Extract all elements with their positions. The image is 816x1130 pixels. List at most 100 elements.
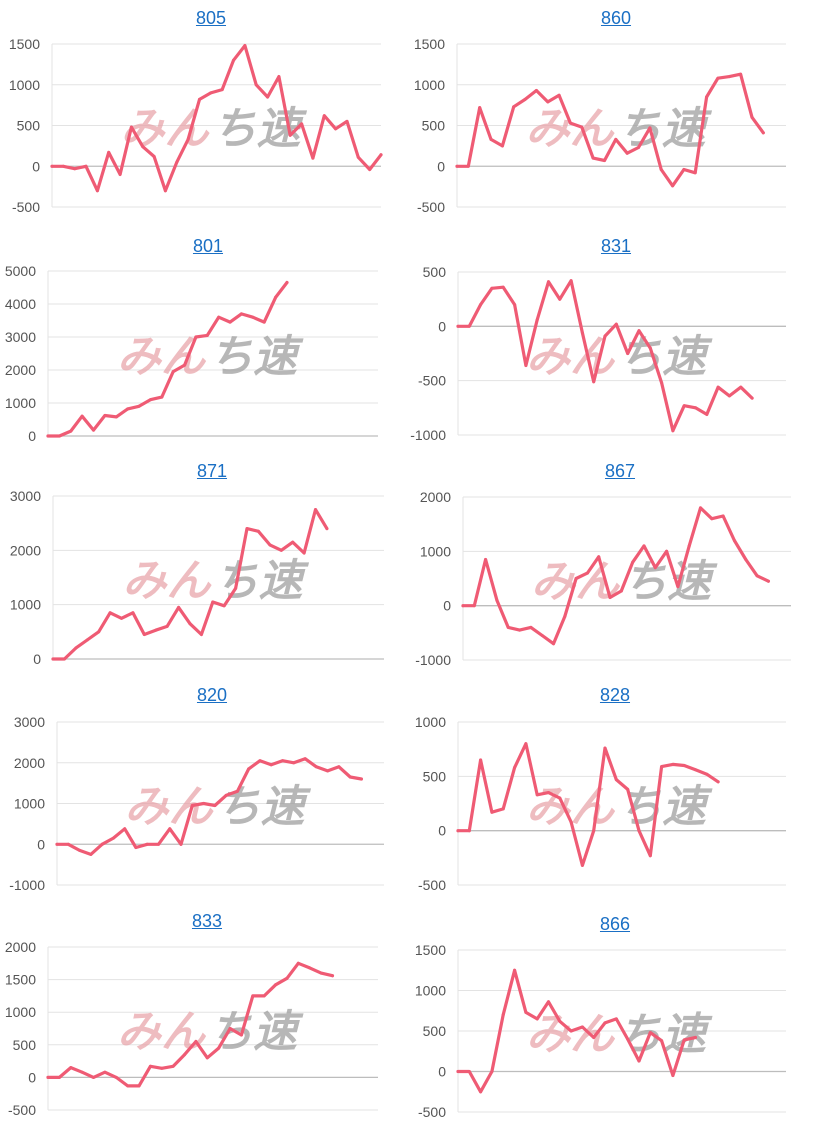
- data-point: [625, 151, 629, 155]
- data-point: [51, 657, 55, 661]
- data-point: [665, 549, 669, 553]
- y-tick-label: 0: [443, 598, 451, 614]
- data-point: [484, 558, 488, 561]
- y-tick-label: -500: [418, 373, 446, 389]
- data-point: [739, 72, 743, 76]
- y-tick-label: -1000: [410, 427, 446, 443]
- y-tick-label: 500: [422, 118, 446, 134]
- data-point: [761, 131, 765, 135]
- data-point: [103, 414, 107, 417]
- watermark-logo: ち速: [618, 104, 713, 155]
- data-point: [245, 527, 249, 531]
- data-point: [179, 842, 183, 846]
- data-point: [626, 787, 630, 791]
- data-point: [57, 1075, 61, 1079]
- data-point: [660, 1039, 664, 1043]
- data-point: [186, 137, 190, 141]
- data-point: [568, 121, 572, 125]
- data-point: [126, 1084, 130, 1088]
- data-point: [524, 742, 528, 746]
- data-point: [205, 1056, 209, 1060]
- data-point: [614, 778, 618, 782]
- data-point: [558, 297, 562, 301]
- data-point: [716, 76, 720, 80]
- data-point: [274, 295, 278, 299]
- data-point: [614, 322, 618, 326]
- data-point: [637, 1059, 641, 1063]
- chart-title-link[interactable]: 828: [599, 685, 631, 705]
- watermark-logo: みん: [123, 556, 213, 607]
- chart-title-link[interactable]: 871: [196, 461, 228, 481]
- data-point: [322, 114, 326, 118]
- data-point: [755, 574, 759, 578]
- y-tick-label: 500: [13, 1037, 37, 1053]
- y-tick-label: -1000: [9, 877, 45, 893]
- data-point: [699, 506, 702, 510]
- chart-title-link[interactable]: 867: [604, 461, 636, 481]
- data-point: [266, 95, 270, 99]
- data-point: [85, 638, 89, 642]
- data-point: [168, 827, 172, 831]
- chart-title-link[interactable]: 801: [192, 236, 224, 256]
- data-point: [766, 579, 770, 583]
- data-point: [314, 508, 317, 512]
- y-tick-label: 0: [438, 823, 446, 839]
- chart-title-link[interactable]: 831: [600, 236, 632, 256]
- data-point: [513, 766, 517, 770]
- data-point: [467, 324, 471, 328]
- chart-title-link[interactable]: 820: [196, 685, 228, 705]
- data-point: [258, 759, 262, 763]
- data-point: [66, 842, 70, 846]
- data-point: [574, 577, 578, 580]
- data-point: [535, 793, 539, 797]
- data-point: [285, 976, 289, 980]
- data-point: [142, 633, 146, 636]
- data-point: [62, 657, 66, 661]
- data-point: [535, 1017, 539, 1021]
- y-tick-label: 3000: [5, 329, 36, 345]
- data-point: [279, 548, 283, 552]
- data-point: [501, 807, 505, 811]
- data-point: [80, 414, 84, 418]
- y-tick-label: -500: [418, 1104, 446, 1120]
- data-point: [319, 971, 323, 975]
- data-point: [546, 100, 550, 104]
- chart-title-link[interactable]: 833: [191, 911, 223, 931]
- chart-title-link[interactable]: 866: [599, 914, 631, 934]
- data-point: [118, 172, 122, 176]
- data-point: [501, 285, 505, 289]
- data-point: [345, 119, 349, 123]
- data-point: [379, 153, 383, 157]
- data-point: [671, 1074, 675, 1077]
- watermark-logo: みん: [117, 332, 207, 383]
- watermark-logo: ち速: [213, 104, 308, 155]
- data-point: [626, 352, 630, 355]
- data-point: [529, 625, 533, 629]
- y-tick-label: 2000: [5, 362, 36, 378]
- data-point: [368, 168, 372, 171]
- data-point: [74, 646, 78, 650]
- data-point: [188, 622, 192, 626]
- data-point: [671, 429, 675, 433]
- data-point: [291, 540, 295, 544]
- data-point: [141, 145, 145, 149]
- data-point: [175, 160, 179, 164]
- data-point: [183, 363, 187, 367]
- data-point: [69, 429, 73, 433]
- chart-title-link[interactable]: 805: [195, 8, 227, 28]
- data-point: [490, 810, 494, 814]
- data-point: [220, 88, 224, 92]
- chart-title-link[interactable]: 860: [600, 8, 632, 28]
- data-point: [262, 994, 266, 998]
- data-point: [107, 150, 111, 154]
- data-point: [608, 596, 612, 599]
- data-point: [308, 966, 312, 970]
- data-point: [585, 571, 589, 575]
- data-point: [580, 863, 584, 867]
